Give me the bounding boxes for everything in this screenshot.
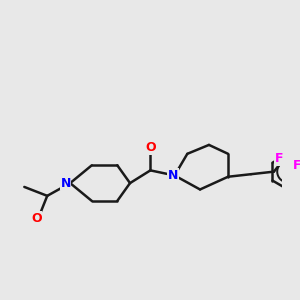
Text: N: N [60,177,71,190]
Text: N: N [168,169,178,182]
Text: F: F [293,159,300,172]
Text: O: O [145,142,156,154]
Text: O: O [31,212,42,224]
Text: F: F [274,152,283,165]
